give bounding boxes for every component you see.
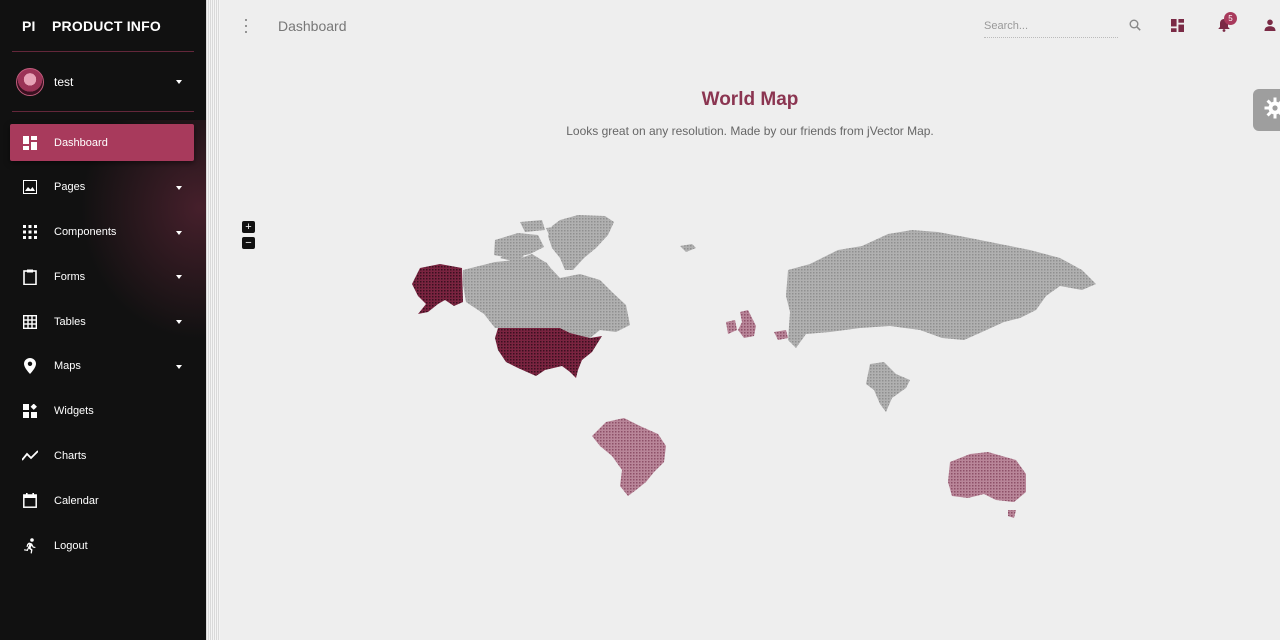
widgets-icon <box>22 403 38 419</box>
page-subtitle: Looks great on any resolution. Made by o… <box>566 124 934 138</box>
region-united-states[interactable] <box>495 328 602 378</box>
sidebar-item-label: Tables <box>54 315 86 328</box>
clipboard-icon <box>22 269 38 285</box>
caret-down-icon <box>176 275 182 280</box>
search-input[interactable] <box>984 14 1118 38</box>
person-icon[interactable] <box>1262 17 1278 33</box>
world-map[interactable] <box>240 200 1240 540</box>
sidebar-item-label: Widgets <box>54 405 94 418</box>
sidebar-item-logout[interactable]: Logout <box>10 527 194 564</box>
sidebar-item-label: Logout <box>54 539 88 552</box>
search-icon[interactable] <box>1127 17 1143 33</box>
sidebar-item-dashboard[interactable]: Dashboard <box>10 124 194 161</box>
apps-grid-icon <box>22 224 38 240</box>
region-ireland[interactable] <box>726 320 737 334</box>
caret-down-icon <box>176 230 182 235</box>
region-tasmania[interactable] <box>1008 510 1016 518</box>
region-united-kingdom[interactable] <box>738 310 756 338</box>
grid-table-icon <box>22 314 38 330</box>
sidebar-item-label: Charts <box>54 450 87 463</box>
topbar: Dashboard 5 <box>220 0 1280 52</box>
timeline-icon <box>22 448 38 464</box>
settings-tab[interactable] <box>1253 89 1280 131</box>
notification-count-badge: 5 <box>1224 12 1237 25</box>
dashboard-icon <box>22 135 38 151</box>
region-france[interactable] <box>774 330 788 340</box>
sidebar-item-label: Forms <box>54 270 86 283</box>
divider <box>12 51 194 52</box>
sidebar-item-label: Components <box>54 226 117 239</box>
brand-mini-logo: PI <box>22 18 36 34</box>
region-brazil[interactable] <box>592 418 666 496</box>
region-greenland[interactable] <box>548 215 614 270</box>
region-india[interactable] <box>866 362 910 412</box>
breadcrumb: Dashboard <box>278 18 347 34</box>
dashboard-icon[interactable] <box>1169 17 1185 33</box>
brand-name: PRODUCT INFO <box>52 18 161 34</box>
sidebar-item-pages[interactable]: Pages <box>10 169 194 206</box>
zoom-out-button[interactable]: − <box>242 237 255 249</box>
region-australia[interactable] <box>948 452 1026 502</box>
region-canada[interactable] <box>463 254 630 338</box>
place-pin-icon <box>22 358 38 375</box>
gear-icon <box>1264 97 1280 124</box>
zoom-in-button[interactable]: + <box>242 221 255 233</box>
caret-down-icon <box>176 185 182 190</box>
sidebar-item-forms[interactable]: Forms <box>10 258 194 295</box>
sidebar-nav: Dashboard Pages Components Forms <box>0 124 206 564</box>
sidebar-item-charts[interactable]: Charts <box>10 438 194 475</box>
sidebar-edge <box>206 0 220 640</box>
sidebar-item-maps[interactable]: Maps <box>10 348 194 385</box>
caret-down-icon <box>176 80 182 84</box>
image-icon <box>22 179 38 195</box>
avatar <box>16 68 44 96</box>
page-title: World Map <box>701 89 799 110</box>
sidebar-item-components[interactable]: Components <box>10 214 194 251</box>
sidebar-item-label: Maps <box>54 360 81 373</box>
region-russia[interactable] <box>786 230 1096 348</box>
more-vert-icon[interactable] <box>244 19 248 33</box>
sidebar-item-widgets[interactable]: Widgets <box>10 393 194 430</box>
divider <box>12 111 194 112</box>
caret-down-icon <box>176 364 182 369</box>
sidebar-item-tables[interactable]: Tables <box>10 303 194 340</box>
sidebar-item-label: Pages <box>54 181 86 194</box>
sidebar-item-calendar[interactable]: Calendar <box>10 482 194 519</box>
sidebar-item-label: Dashboard <box>54 136 108 149</box>
user-menu[interactable]: test <box>0 52 206 112</box>
region-arctic-islands[interactable] <box>494 220 568 274</box>
user-name: test <box>54 75 74 89</box>
sidebar-item-label: Calendar <box>54 494 99 507</box>
region-alaska[interactable] <box>412 264 463 314</box>
region-iceland[interactable] <box>680 244 696 252</box>
brand[interactable]: PI PRODUCT INFO <box>0 0 206 52</box>
caret-down-icon <box>176 320 182 325</box>
calendar-icon <box>22 493 38 509</box>
running-person-icon <box>22 537 38 554</box>
sidebar: PI PRODUCT INFO test Dashboard Pages Com <box>0 0 206 640</box>
